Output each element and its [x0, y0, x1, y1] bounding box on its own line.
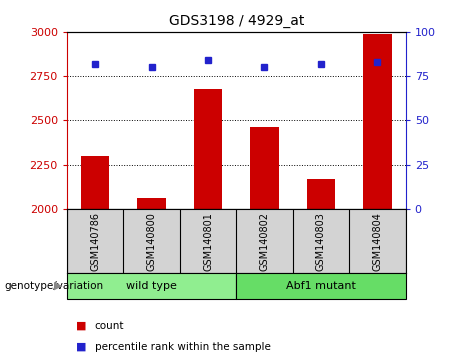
Bar — [307, 179, 335, 209]
Text: Abf1 mutant: Abf1 mutant — [286, 281, 356, 291]
Text: ■: ■ — [76, 321, 87, 331]
Text: GSM140803: GSM140803 — [316, 212, 326, 271]
Text: genotype/variation: genotype/variation — [5, 281, 104, 291]
Text: ■: ■ — [76, 342, 87, 352]
FancyBboxPatch shape — [236, 273, 406, 299]
Title: GDS3198 / 4929_at: GDS3198 / 4929_at — [169, 14, 304, 28]
FancyBboxPatch shape — [67, 273, 236, 299]
Bar — [194, 88, 222, 209]
Text: ▶: ▶ — [54, 281, 62, 291]
Text: GSM140802: GSM140802 — [260, 212, 270, 271]
Text: GSM140786: GSM140786 — [90, 212, 100, 271]
Bar — [137, 198, 165, 209]
Text: wild type: wild type — [126, 281, 177, 291]
Text: GSM140800: GSM140800 — [147, 212, 157, 271]
Bar — [363, 34, 391, 209]
Text: percentile rank within the sample: percentile rank within the sample — [95, 342, 271, 352]
Bar — [81, 156, 109, 209]
Bar — [250, 127, 278, 209]
Text: GSM140804: GSM140804 — [372, 212, 383, 271]
Text: GSM140801: GSM140801 — [203, 212, 213, 271]
Text: count: count — [95, 321, 124, 331]
